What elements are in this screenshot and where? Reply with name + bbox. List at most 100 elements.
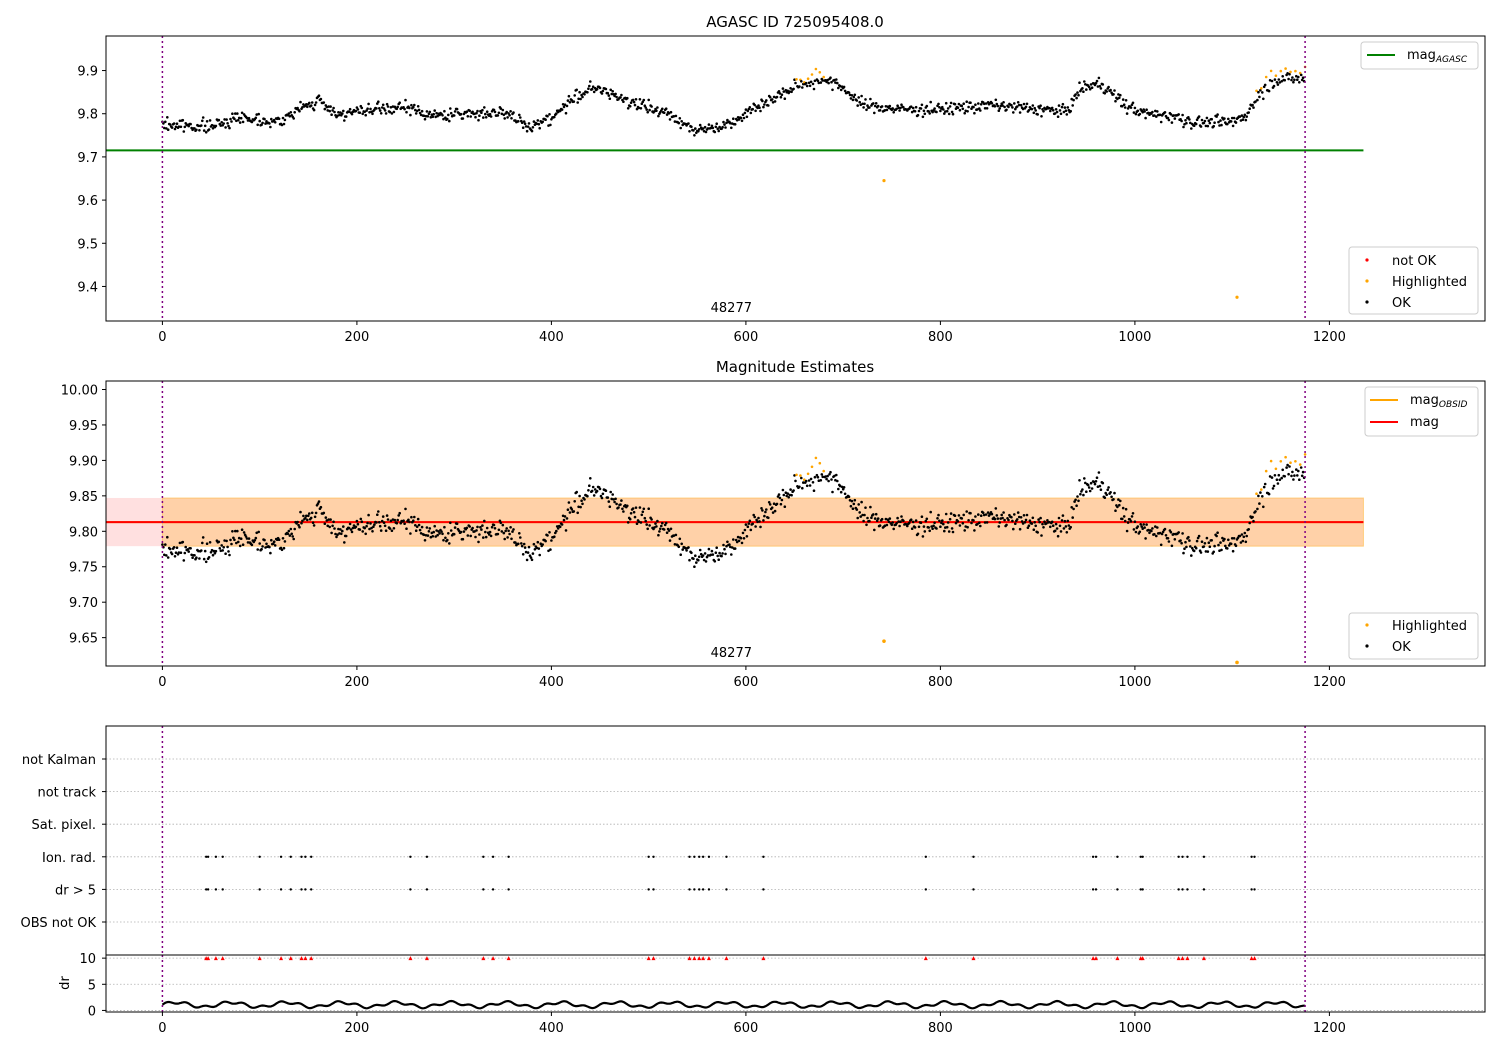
mag-data-point	[444, 116, 447, 119]
mag-data-point	[399, 521, 403, 525]
mag-data-point	[944, 101, 948, 105]
mag-data-point	[484, 112, 487, 116]
mag-data-point	[417, 523, 421, 527]
mag-data-point	[674, 114, 678, 118]
mag-data-point	[371, 112, 374, 116]
mag-data-point	[1187, 116, 1190, 119]
mag-data-point	[643, 516, 647, 520]
mag-data-point	[358, 111, 362, 114]
x-tick-label: 600	[733, 1021, 758, 1036]
mag-data-point	[324, 516, 328, 519]
mag-data-point	[1081, 488, 1084, 491]
mag-data-point	[960, 517, 964, 520]
mag-data-point	[639, 107, 643, 110]
mag-data-point	[1248, 107, 1251, 110]
mag-data-point	[1190, 127, 1193, 130]
mag-data-point	[1032, 111, 1036, 115]
mag-data-point	[831, 490, 834, 494]
legend-label: not OK	[1392, 254, 1437, 269]
mag-data-point	[692, 557, 695, 560]
mag-data-point	[261, 121, 264, 125]
mag-data-point	[1145, 108, 1148, 111]
mag-data-point	[1130, 515, 1134, 518]
mag-data-point	[725, 544, 728, 548]
mag-data-point	[336, 533, 339, 536]
mag-data-point	[909, 518, 913, 521]
mag-data-point	[1041, 108, 1044, 111]
mag-data-point	[997, 525, 1001, 528]
mag-data-point	[1039, 516, 1042, 520]
mag-data-point	[679, 126, 682, 130]
mag-data-point	[280, 548, 284, 552]
mag-data-point	[638, 506, 642, 509]
mag-data-point	[1192, 549, 1196, 553]
mag-data-point	[1022, 514, 1026, 517]
mag-data-point	[1007, 105, 1010, 109]
x-tick-label: 1000	[1118, 675, 1151, 690]
mag-data-point	[479, 525, 482, 529]
mag-data-point	[1278, 81, 1282, 84]
mag-data-point	[1085, 490, 1088, 494]
mag-data-point	[1163, 111, 1167, 114]
mag-data-point	[864, 506, 867, 510]
y-tick-label: 9.65	[69, 632, 98, 647]
mag-data-point	[226, 545, 229, 549]
flag-point	[1139, 888, 1142, 891]
mag-data-point	[314, 101, 318, 104]
mag-data-point	[1013, 102, 1016, 105]
mag-data-point	[475, 111, 478, 115]
mag-data-point	[656, 519, 659, 523]
mag-data-point	[1167, 540, 1171, 543]
mag-data-point	[929, 100, 932, 104]
mag-data-point	[607, 500, 611, 503]
mag-data-point	[678, 537, 682, 541]
mag-data-point	[581, 95, 584, 99]
y-tick-label: 10.00	[61, 384, 98, 399]
mag-data-point	[1060, 105, 1064, 109]
mag-data-point	[480, 111, 483, 114]
mag-data-point	[645, 523, 648, 526]
mag-data-point	[873, 517, 877, 520]
mag-data-point	[737, 118, 741, 121]
mag-data-point	[428, 527, 432, 530]
mag-data-point	[875, 519, 879, 522]
mag-data-point	[500, 530, 504, 533]
mag-data-point	[389, 519, 393, 523]
mag-data-point	[628, 105, 632, 108]
mag-data-point	[900, 515, 903, 518]
mag-data-point	[1292, 80, 1295, 84]
mag-data-point	[783, 505, 787, 509]
mag-data-point	[507, 529, 510, 533]
mag-data-point	[312, 108, 316, 112]
mag-data-point	[836, 479, 839, 483]
mag-data-point	[165, 554, 168, 557]
mag-data-point	[393, 518, 397, 522]
mag-data-point	[489, 534, 493, 538]
mag-data-point	[771, 101, 775, 104]
legend-label: OK	[1392, 296, 1411, 311]
mag-data-point	[281, 116, 285, 120]
mag-data-point	[1062, 527, 1066, 530]
mag-data-point	[654, 522, 657, 525]
mag-data-point	[1289, 70, 1292, 74]
mag-data-point	[763, 514, 766, 518]
mag-data-point	[850, 499, 854, 503]
mag-data-point	[863, 513, 866, 517]
axes-frame	[105, 954, 1486, 1013]
mag-data-point	[979, 103, 983, 106]
mag-data-point	[739, 116, 743, 120]
mag-data-point	[794, 81, 797, 85]
mag-data-point	[930, 525, 933, 528]
mag-data-point	[223, 118, 226, 121]
mag-data-point	[474, 535, 477, 539]
mag-data-point	[1298, 463, 1302, 466]
mag-data-point	[821, 79, 824, 82]
mag-data-point	[1000, 513, 1003, 517]
mag-data-point	[777, 493, 781, 496]
mag-data-point	[710, 124, 714, 128]
mag-data-point	[307, 514, 310, 518]
mag-data-point	[819, 479, 823, 482]
flag-point	[652, 888, 655, 891]
mag-data-point	[1215, 534, 1218, 538]
mag-data-point	[1097, 471, 1101, 474]
